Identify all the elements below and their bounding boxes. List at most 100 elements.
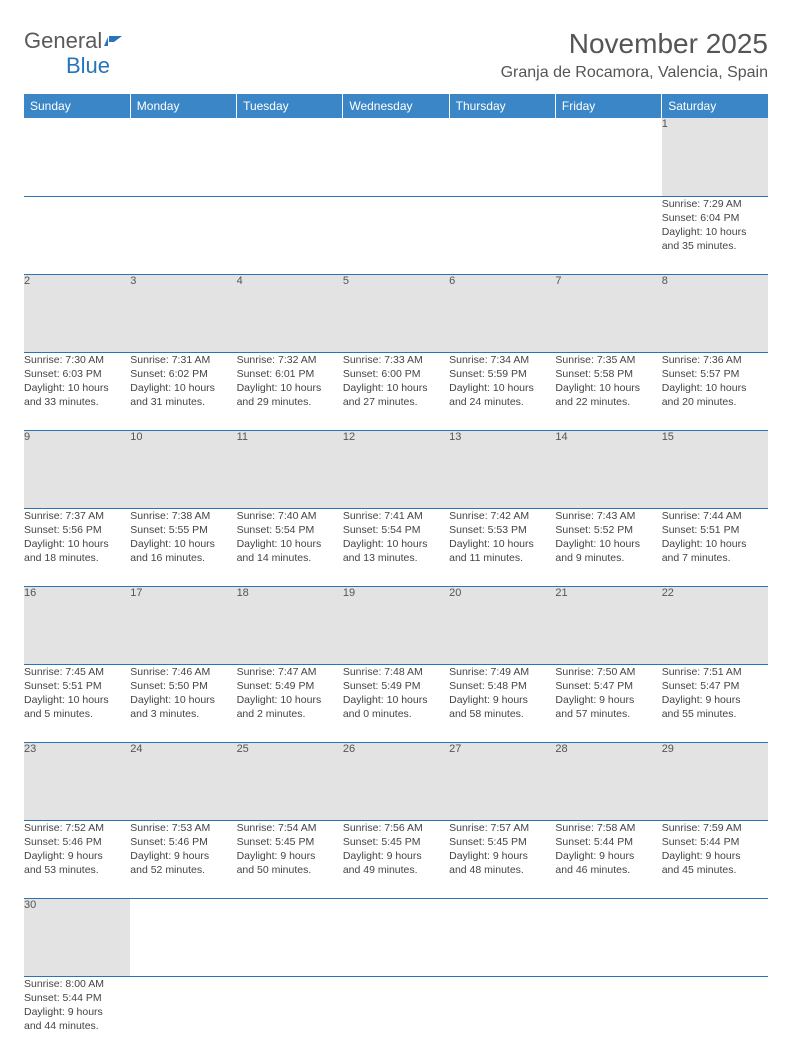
day-number-cell: 11: [237, 430, 343, 508]
calendar-table: SundayMondayTuesdayWednesdayThursdayFrid…: [24, 94, 768, 1054]
day-content-cell: Sunrise: 7:57 AMSunset: 5:45 PMDaylight:…: [449, 820, 555, 898]
day-number-cell: 4: [237, 274, 343, 352]
day-content-row: Sunrise: 7:52 AMSunset: 5:46 PMDaylight:…: [24, 820, 768, 898]
day-content-cell: [449, 976, 555, 1054]
day-number-cell: 8: [662, 274, 768, 352]
day-content-cell: Sunrise: 7:35 AMSunset: 5:58 PMDaylight:…: [555, 352, 661, 430]
day-content-cell: Sunrise: 7:59 AMSunset: 5:44 PMDaylight:…: [662, 820, 768, 898]
day-number-cell: 20: [449, 586, 555, 664]
day-content-cell: Sunrise: 7:46 AMSunset: 5:50 PMDaylight:…: [130, 664, 236, 742]
day-content-cell: Sunrise: 7:44 AMSunset: 5:51 PMDaylight:…: [662, 508, 768, 586]
day-content-cell: Sunrise: 7:29 AMSunset: 6:04 PMDaylight:…: [662, 196, 768, 274]
day-content-cell: Sunrise: 7:37 AMSunset: 5:56 PMDaylight:…: [24, 508, 130, 586]
day-number-row: 16171819202122: [24, 586, 768, 664]
weekday-header: Friday: [555, 94, 661, 118]
logo: General Blue: [24, 30, 124, 78]
day-content-cell: Sunrise: 7:54 AMSunset: 5:45 PMDaylight:…: [237, 820, 343, 898]
day-content-cell: Sunrise: 7:33 AMSunset: 6:00 PMDaylight:…: [343, 352, 449, 430]
day-number-cell: 12: [343, 430, 449, 508]
day-number-cell: 7: [555, 274, 661, 352]
day-content-cell: Sunrise: 7:47 AMSunset: 5:49 PMDaylight:…: [237, 664, 343, 742]
day-number-row: 23242526272829: [24, 742, 768, 820]
day-content-cell: Sunrise: 7:38 AMSunset: 5:55 PMDaylight:…: [130, 508, 236, 586]
day-content-cell: Sunrise: 7:52 AMSunset: 5:46 PMDaylight:…: [24, 820, 130, 898]
day-number-cell: 13: [449, 430, 555, 508]
day-content-cell: Sunrise: 7:56 AMSunset: 5:45 PMDaylight:…: [343, 820, 449, 898]
day-number-cell: [662, 898, 768, 976]
day-content-cell: Sunrise: 7:50 AMSunset: 5:47 PMDaylight:…: [555, 664, 661, 742]
day-number-cell: [449, 898, 555, 976]
day-number-cell: 6: [449, 274, 555, 352]
day-number-cell: 21: [555, 586, 661, 664]
day-number-cell: [555, 118, 661, 196]
day-number-cell: 1: [662, 118, 768, 196]
flag-icon: [104, 34, 124, 53]
day-number-cell: 9: [24, 430, 130, 508]
day-number-cell: 30: [24, 898, 130, 976]
day-number-cell: 17: [130, 586, 236, 664]
day-number-cell: [130, 118, 236, 196]
day-content-cell: Sunrise: 7:40 AMSunset: 5:54 PMDaylight:…: [237, 508, 343, 586]
day-content-cell: Sunrise: 7:42 AMSunset: 5:53 PMDaylight:…: [449, 508, 555, 586]
day-content-cell: Sunrise: 7:53 AMSunset: 5:46 PMDaylight:…: [130, 820, 236, 898]
header: General Blue November 2025 Granja de Roc…: [24, 28, 768, 82]
day-number-row: 2345678: [24, 274, 768, 352]
day-content-row: Sunrise: 7:29 AMSunset: 6:04 PMDaylight:…: [24, 196, 768, 274]
day-number-cell: 27: [449, 742, 555, 820]
day-number-row: 1: [24, 118, 768, 196]
day-content-cell: Sunrise: 7:32 AMSunset: 6:01 PMDaylight:…: [237, 352, 343, 430]
weekday-header: Monday: [130, 94, 236, 118]
day-content-cell: [449, 196, 555, 274]
day-content-cell: [237, 976, 343, 1054]
weekday-header: Thursday: [449, 94, 555, 118]
logo-text-general: General: [24, 28, 102, 53]
day-number-cell: 23: [24, 742, 130, 820]
day-content-row: Sunrise: 7:45 AMSunset: 5:51 PMDaylight:…: [24, 664, 768, 742]
day-number-cell: 15: [662, 430, 768, 508]
day-number-cell: 29: [662, 742, 768, 820]
day-content-cell: [555, 196, 661, 274]
day-number-cell: [130, 898, 236, 976]
day-number-cell: 10: [130, 430, 236, 508]
day-number-cell: 18: [237, 586, 343, 664]
day-number-cell: 2: [24, 274, 130, 352]
day-content-cell: Sunrise: 7:43 AMSunset: 5:52 PMDaylight:…: [555, 508, 661, 586]
day-content-row: Sunrise: 7:30 AMSunset: 6:03 PMDaylight:…: [24, 352, 768, 430]
weekday-header: Wednesday: [343, 94, 449, 118]
day-number-cell: 26: [343, 742, 449, 820]
day-number-cell: 25: [237, 742, 343, 820]
day-number-cell: 14: [555, 430, 661, 508]
day-content-cell: Sunrise: 7:41 AMSunset: 5:54 PMDaylight:…: [343, 508, 449, 586]
day-content-cell: Sunrise: 8:00 AMSunset: 5:44 PMDaylight:…: [24, 976, 130, 1054]
day-number-row: 30: [24, 898, 768, 976]
day-content-cell: [130, 976, 236, 1054]
day-content-cell: Sunrise: 7:49 AMSunset: 5:48 PMDaylight:…: [449, 664, 555, 742]
day-content-cell: Sunrise: 7:34 AMSunset: 5:59 PMDaylight:…: [449, 352, 555, 430]
weekday-header: Tuesday: [237, 94, 343, 118]
day-content-cell: [343, 976, 449, 1054]
day-number-row: 9101112131415: [24, 430, 768, 508]
location: Granja de Rocamora, Valencia, Spain: [501, 64, 768, 82]
day-number-cell: 22: [662, 586, 768, 664]
day-number-cell: 5: [343, 274, 449, 352]
day-content-cell: [24, 196, 130, 274]
day-content-cell: Sunrise: 7:58 AMSunset: 5:44 PMDaylight:…: [555, 820, 661, 898]
day-number-cell: [24, 118, 130, 196]
day-number-cell: 19: [343, 586, 449, 664]
title-block: November 2025 Granja de Rocamora, Valenc…: [501, 28, 768, 82]
weekday-header: Sunday: [24, 94, 130, 118]
weekday-header: Saturday: [662, 94, 768, 118]
day-content-cell: [662, 976, 768, 1054]
day-number-cell: 28: [555, 742, 661, 820]
logo-text-blue: Blue: [66, 53, 110, 78]
day-content-cell: Sunrise: 7:31 AMSunset: 6:02 PMDaylight:…: [130, 352, 236, 430]
day-content-cell: Sunrise: 7:48 AMSunset: 5:49 PMDaylight:…: [343, 664, 449, 742]
day-content-cell: Sunrise: 7:45 AMSunset: 5:51 PMDaylight:…: [24, 664, 130, 742]
month-title: November 2025: [501, 28, 768, 60]
day-number-cell: [555, 898, 661, 976]
day-content-cell: [130, 196, 236, 274]
day-number-cell: 16: [24, 586, 130, 664]
weekday-header-row: SundayMondayTuesdayWednesdayThursdayFrid…: [24, 94, 768, 118]
day-content-cell: Sunrise: 7:30 AMSunset: 6:03 PMDaylight:…: [24, 352, 130, 430]
day-number-cell: [237, 898, 343, 976]
